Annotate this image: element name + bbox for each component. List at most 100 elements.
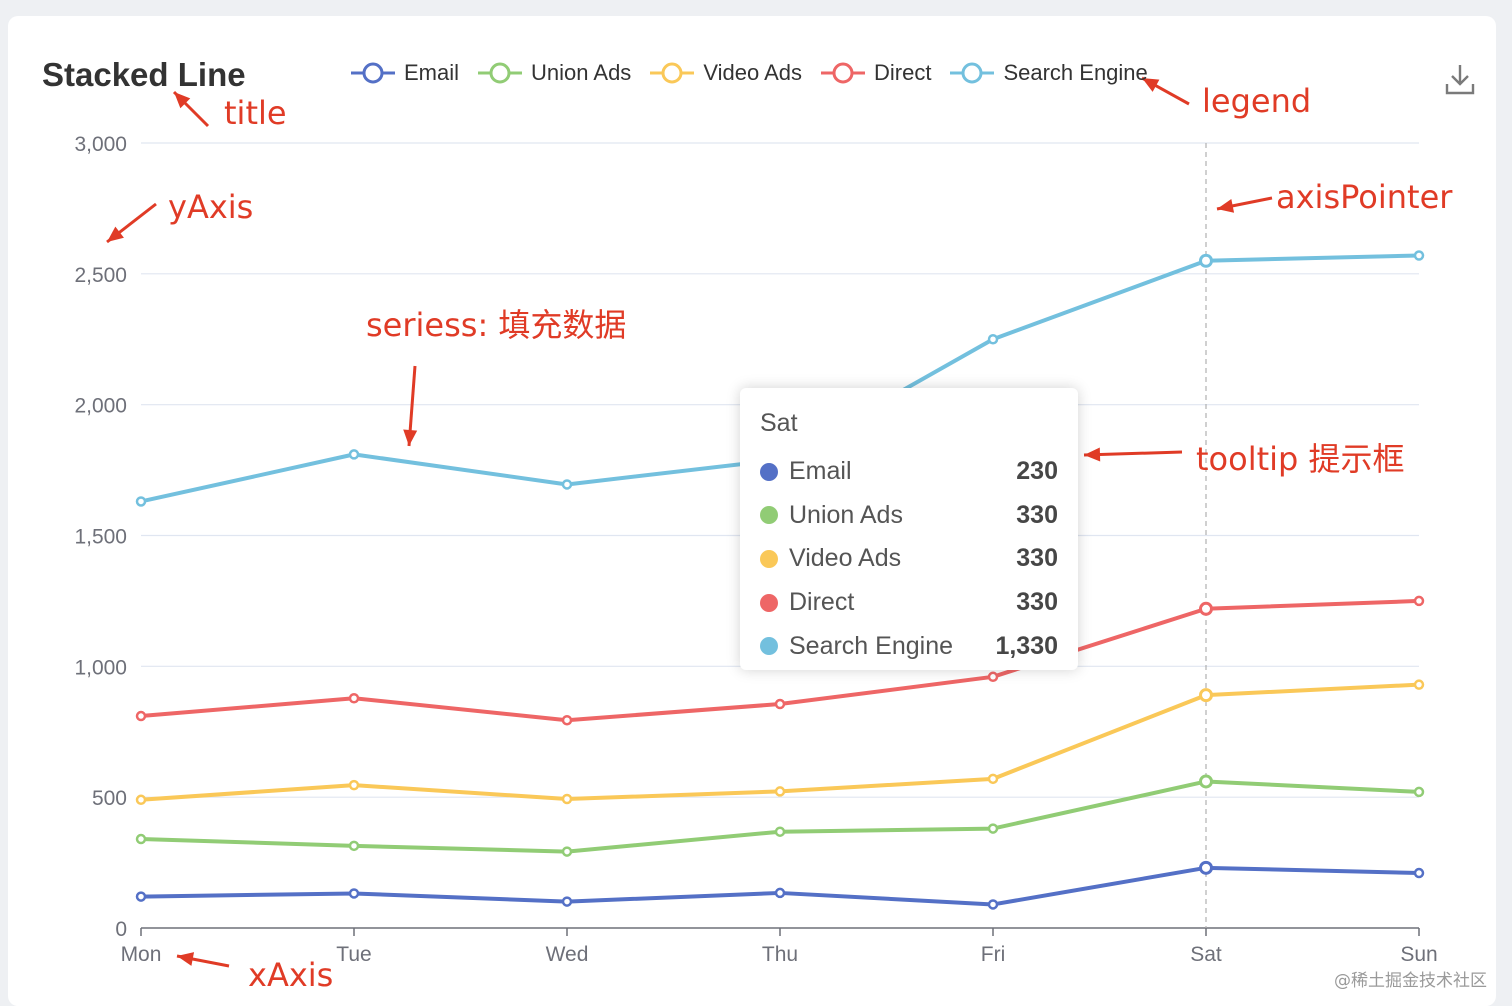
legend-email-icon — [351, 62, 395, 84]
data-point — [1199, 253, 1213, 268]
data-point — [561, 846, 573, 857]
data-point — [561, 793, 573, 805]
x-tick-label: Thu — [762, 943, 798, 966]
data-point — [348, 449, 360, 460]
data-point — [987, 899, 999, 910]
data-point — [1413, 867, 1425, 879]
y-tick-label: 2,000 — [74, 395, 127, 418]
annotation-legend: legend — [1202, 82, 1312, 120]
data-point — [135, 833, 147, 845]
tooltip-row: Direct 330 — [760, 581, 1058, 625]
arrow-series-head — [403, 429, 418, 446]
data-point — [987, 334, 999, 345]
data-point — [348, 888, 360, 899]
legend-item-search-engine[interactable]: Search Engine — [949, 60, 1148, 86]
tooltip-series-value: 230 — [1016, 457, 1058, 486]
legend-item-direct[interactable]: Direct — [820, 60, 931, 86]
tooltip-row: Search Engine 1,330 — [760, 624, 1058, 668]
legend-label-union-ads: Union Ads — [531, 60, 632, 85]
tooltip-series-name: Video Ads — [789, 544, 902, 573]
x-tick-label: Mon — [121, 943, 162, 966]
annotation-yaxis: yAxis — [168, 188, 254, 226]
annotation-title: title — [224, 94, 287, 132]
tooltip-marker-icon — [760, 462, 778, 481]
arrow-axis-pointer-head — [1217, 198, 1235, 213]
y-tick-label: 2,500 — [74, 264, 127, 287]
chart-title: Stacked Line — [42, 56, 246, 93]
tooltip-marker-icon — [760, 637, 778, 656]
data-point — [1413, 679, 1425, 690]
data-point — [1413, 250, 1425, 261]
tooltip-series-name: Search Engine — [789, 631, 954, 660]
data-point — [987, 823, 999, 834]
legend-label-search-engine: Search Engine — [1003, 60, 1148, 85]
data-point — [774, 887, 786, 899]
tooltip-marker-icon — [760, 593, 778, 612]
tooltip-series-name: Direct — [789, 588, 855, 617]
arrow-yaxis-head — [107, 226, 124, 242]
annotation-axis-pointer: axisPointer — [1276, 178, 1453, 216]
tooltip-series-value: 330 — [1016, 588, 1058, 617]
x-tick-label: Sun — [1400, 943, 1437, 966]
data-point — [135, 710, 147, 722]
legend-label-video-ads: Video Ads — [703, 60, 802, 85]
data-point — [135, 794, 147, 806]
tooltip-series-value: 330 — [1016, 500, 1058, 529]
data-point — [987, 671, 999, 683]
annotation-tooltip: tooltip 提示框 — [1196, 440, 1405, 478]
tooltip-row: Video Ads 330 — [760, 537, 1058, 581]
tooltip-title: Sat — [760, 409, 798, 437]
annotation-series: seriess: 填充数据 — [366, 306, 627, 344]
arrow-xaxis-head — [177, 952, 195, 966]
legend-union-ads-icon — [478, 62, 523, 84]
data-point — [774, 698, 786, 710]
data-point — [561, 479, 573, 490]
tooltip-series-name: Union Ads — [789, 500, 903, 529]
data-point — [774, 826, 786, 837]
y-tick-label: 3,000 — [74, 133, 127, 156]
data-point — [135, 496, 147, 507]
data-point — [1199, 601, 1213, 616]
tooltip-marker-icon — [760, 549, 778, 568]
download-button[interactable] — [1444, 62, 1476, 96]
arrow-tooltip — [1083, 450, 1183, 457]
data-point — [987, 773, 999, 785]
tooltip-series-value: 1,330 — [995, 631, 1058, 660]
arrow-legend-head — [1142, 78, 1160, 92]
y-tick-label: 0 — [115, 918, 127, 941]
tooltip-marker-icon — [760, 506, 778, 525]
data-point — [561, 896, 573, 907]
x-tick-label: Fri — [981, 943, 1006, 966]
annotation-xaxis: xAxis — [248, 956, 334, 994]
data-point — [1199, 688, 1213, 703]
legend-direct-icon — [821, 62, 865, 84]
legend-item-union-ads[interactable]: Union Ads — [477, 60, 631, 86]
tooltip-series-value: 330 — [1016, 544, 1058, 573]
data-point — [774, 786, 786, 797]
data-point — [348, 840, 360, 852]
legend-item-video-ads[interactable]: Video Ads — [649, 60, 802, 86]
tooltip: Sat Email 230 Union Ads 330 Video Ads 33… — [740, 388, 1078, 670]
data-point — [348, 693, 360, 704]
y-tick-label: 500 — [92, 787, 127, 810]
x-tick-label: Sat — [1190, 943, 1222, 966]
legend-label-email: Email — [404, 60, 460, 85]
tooltip-series-name: Email — [789, 457, 852, 486]
series-line-email — [139, 865, 1421, 907]
legend-video-ads-icon — [650, 62, 695, 84]
legend: Email Union Ads Video Ads Direct — [350, 56, 1166, 90]
data-point — [1199, 774, 1213, 789]
data-point — [1199, 860, 1213, 875]
data-point — [1413, 595, 1425, 607]
y-tick-label: 1,000 — [74, 656, 127, 679]
data-point — [1413, 786, 1425, 798]
data-point — [135, 891, 147, 902]
legend-search-engine-icon — [950, 62, 995, 84]
chart-card: 0 500 1,000 1,500 2,000 2,500 3,000 Mon Tue Wed Th… — [8, 16, 1496, 1006]
legend-item-email[interactable]: Email — [350, 60, 459, 86]
download-icon — [1445, 65, 1475, 95]
y-tick-label: 1,500 — [74, 526, 127, 549]
arrow-tooltip-head — [1084, 447, 1101, 462]
legend-label-direct: Direct — [874, 60, 932, 85]
watermark: @稀土掘金技术社区 — [1334, 971, 1487, 991]
